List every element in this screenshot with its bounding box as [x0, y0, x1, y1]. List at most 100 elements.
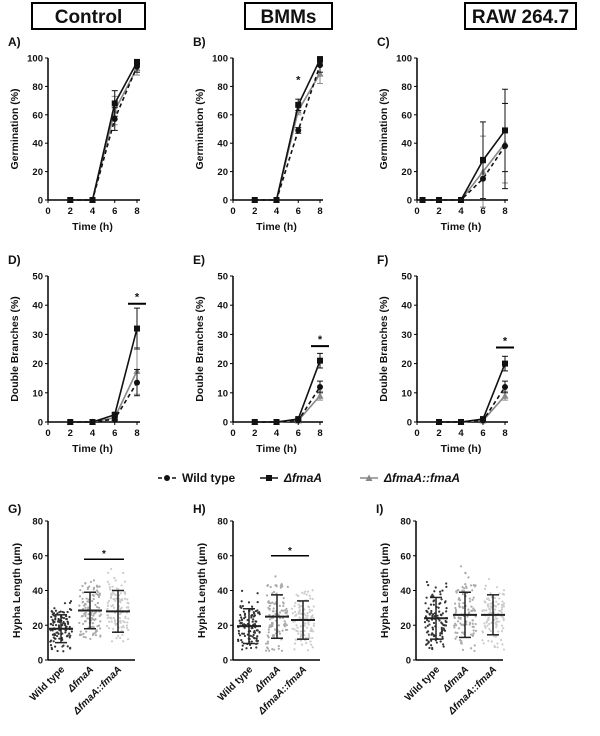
- panel-label: F): [377, 253, 388, 267]
- data-point: [265, 642, 268, 645]
- data-point: [99, 613, 103, 616]
- data-point: [243, 612, 247, 615]
- data-point: [247, 601, 251, 604]
- y-tick-label: 60: [401, 110, 412, 121]
- data-point: [291, 627, 294, 630]
- data-point: [114, 599, 117, 602]
- x-tick-label: 0: [414, 428, 419, 439]
- data-point: [51, 610, 54, 614]
- data-point: [431, 628, 435, 631]
- data-point: [494, 605, 498, 608]
- data-point: [62, 644, 65, 647]
- data-point: [119, 620, 122, 623]
- legend-marker: [365, 474, 373, 481]
- y-tick-label: 100: [212, 54, 228, 65]
- data-point: [273, 419, 280, 425]
- data-point: [485, 609, 488, 612]
- data-point: [487, 603, 490, 606]
- data-point: [459, 616, 462, 619]
- data-point: [488, 622, 491, 626]
- category-label: ΔfmaA::fmaA: [71, 664, 124, 717]
- column-title-box: [31, 2, 146, 30]
- data-point: [111, 116, 118, 123]
- data-point: [494, 635, 498, 638]
- data-point: [277, 624, 281, 627]
- data-point: [51, 624, 55, 627]
- data-point: [250, 640, 253, 643]
- data-point: [431, 613, 435, 616]
- data-point: [241, 648, 244, 651]
- data-point: [96, 601, 99, 605]
- data-point: [108, 627, 111, 630]
- data-point: [69, 600, 73, 603]
- data-point: [268, 618, 272, 621]
- data-point: [268, 624, 271, 627]
- data-point: [111, 100, 118, 107]
- data-point: [435, 641, 438, 644]
- data-point: [496, 603, 500, 606]
- data-point: [271, 648, 274, 651]
- y-tick-label: 20: [217, 359, 228, 370]
- data-point: [436, 419, 442, 425]
- y-tick-label: 20: [401, 167, 412, 178]
- data-point: [251, 197, 258, 203]
- data-point: [58, 637, 61, 640]
- y-tick-label: 60: [217, 551, 228, 562]
- data-point: [438, 619, 441, 622]
- data-point: [471, 598, 474, 601]
- data-point: [427, 620, 430, 623]
- data-point: [293, 604, 296, 608]
- data-point: [123, 621, 126, 624]
- y-tick-label: 80: [217, 82, 228, 93]
- x-tick-label: 8: [134, 206, 139, 217]
- data-point: [494, 608, 497, 611]
- series-line-2: [70, 67, 138, 201]
- category-label: Wild type: [403, 664, 442, 703]
- data-point: [51, 633, 54, 636]
- data-point: [113, 576, 116, 579]
- data-point: [431, 593, 434, 596]
- data-point: [89, 197, 96, 203]
- data-point: [487, 605, 490, 608]
- x-axis-label: Time (h): [72, 443, 113, 455]
- panel-label: A): [8, 35, 21, 49]
- data-point: [495, 626, 498, 629]
- data-point: [120, 626, 123, 629]
- data-point: [120, 584, 123, 587]
- data-point: [272, 607, 275, 610]
- legend-marker: [164, 475, 170, 481]
- data-point: [111, 585, 114, 588]
- panel-label: I): [376, 502, 383, 516]
- data-point: [241, 604, 245, 608]
- data-point: [81, 622, 85, 626]
- data-point: [241, 644, 244, 647]
- data-point: [253, 614, 257, 617]
- data-point: [95, 628, 98, 632]
- data-point: [54, 623, 58, 627]
- data-point: [256, 629, 259, 632]
- y-tick-label: 40: [401, 301, 412, 312]
- data-point: [431, 632, 434, 635]
- data-point: [126, 621, 129, 624]
- data-point: [297, 632, 300, 635]
- data-point: [280, 609, 283, 612]
- data-point: [123, 580, 127, 583]
- data-point: [68, 625, 71, 629]
- y-axis-label: Germination (%): [194, 88, 206, 169]
- data-point: [499, 638, 503, 642]
- data-point: [93, 612, 96, 615]
- data-point: [91, 617, 94, 621]
- data-point: [469, 584, 473, 587]
- data-point: [53, 645, 57, 648]
- y-tick-label: 80: [400, 517, 411, 528]
- data-point: [50, 615, 53, 619]
- data-point: [502, 648, 506, 651]
- data-point: [301, 591, 304, 594]
- y-tick-label: 40: [400, 586, 411, 597]
- data-point: [493, 644, 496, 648]
- series-line-0: [254, 64, 321, 201]
- data-point: [502, 589, 506, 592]
- data-point: [119, 592, 122, 595]
- data-point: [51, 618, 54, 621]
- data-point: [502, 627, 505, 630]
